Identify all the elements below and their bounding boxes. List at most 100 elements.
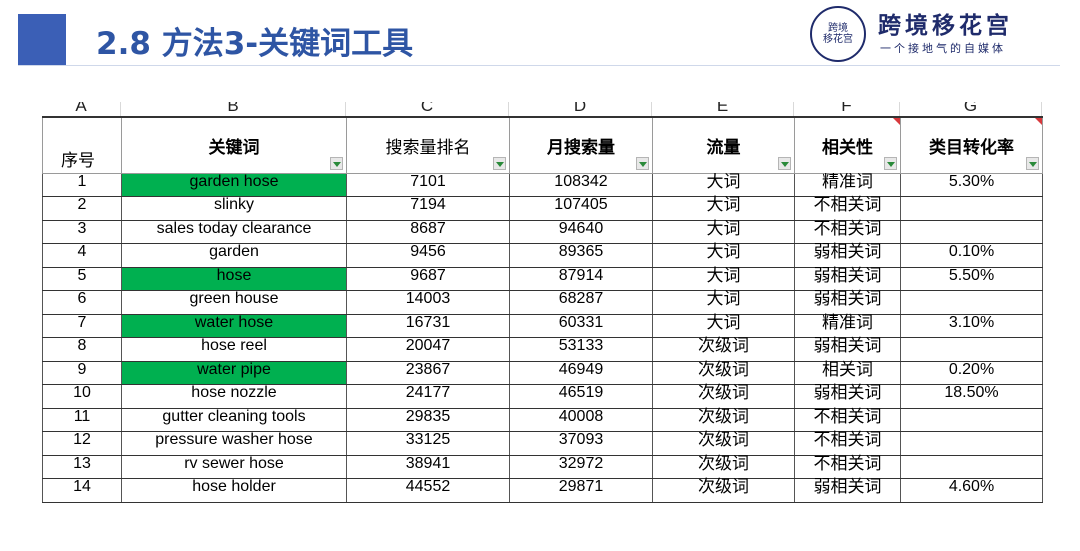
- cell-search-rank[interactable]: 9687: [346, 267, 510, 291]
- cell-conversion[interactable]: [900, 431, 1043, 456]
- column-letter-c[interactable]: C: [346, 102, 509, 116]
- column-letter-d[interactable]: D: [509, 102, 652, 116]
- cell-conversion[interactable]: [900, 455, 1043, 479]
- cell-traffic[interactable]: 次级词: [652, 408, 795, 432]
- cell-conversion[interactable]: 18.50%: [900, 384, 1043, 409]
- cell-search-rank[interactable]: 24177: [346, 384, 510, 409]
- cell-seq[interactable]: 1: [42, 173, 122, 197]
- column-letter-a[interactable]: A: [42, 102, 121, 116]
- cell-traffic[interactable]: 大词: [652, 290, 795, 315]
- filter-dropdown-icon[interactable]: [778, 156, 791, 170]
- filter-dropdown-icon[interactable]: [330, 156, 343, 170]
- cell-relevance[interactable]: 不相关词: [794, 408, 901, 432]
- cell-keyword[interactable]: rv sewer hose: [121, 455, 347, 479]
- cell-traffic[interactable]: 大词: [652, 243, 795, 268]
- cell-traffic[interactable]: 大词: [652, 220, 795, 244]
- cell-monthly-search[interactable]: 40008: [509, 408, 653, 432]
- cell-seq[interactable]: 8: [42, 337, 122, 362]
- cell-keyword[interactable]: hose holder: [121, 478, 347, 503]
- filter-dropdown-icon[interactable]: [1026, 156, 1039, 170]
- cell-seq[interactable]: 4: [42, 243, 122, 268]
- cell-relevance[interactable]: 弱相关词: [794, 478, 901, 503]
- cell-keyword[interactable]: water pipe: [121, 361, 347, 385]
- cell-keyword[interactable]: garden hose: [121, 173, 347, 197]
- cell-conversion[interactable]: 5.50%: [900, 267, 1043, 291]
- cell-relevance[interactable]: 不相关词: [794, 455, 901, 479]
- cell-search-rank[interactable]: 14003: [346, 290, 510, 315]
- cell-seq[interactable]: 7: [42, 314, 122, 338]
- cell-traffic[interactable]: 次级词: [652, 337, 795, 362]
- cell-traffic[interactable]: 大词: [652, 196, 795, 221]
- cell-conversion[interactable]: [900, 220, 1043, 244]
- cell-traffic[interactable]: 大词: [652, 314, 795, 338]
- cell-conversion[interactable]: [900, 408, 1043, 432]
- cell-relevance[interactable]: 精准词: [794, 173, 901, 197]
- cell-seq[interactable]: 9: [42, 361, 122, 385]
- cell-seq[interactable]: 11: [42, 408, 122, 432]
- cell-relevance[interactable]: 弱相关词: [794, 290, 901, 315]
- cell-conversion[interactable]: 4.60%: [900, 478, 1043, 503]
- cell-monthly-search[interactable]: 60331: [509, 314, 653, 338]
- cell-relevance[interactable]: 不相关词: [794, 196, 901, 221]
- cell-search-rank[interactable]: 7194: [346, 196, 510, 221]
- column-letter-b[interactable]: B: [121, 102, 346, 116]
- cell-keyword[interactable]: slinky: [121, 196, 347, 221]
- cell-traffic[interactable]: 次级词: [652, 384, 795, 409]
- cell-monthly-search[interactable]: 37093: [509, 431, 653, 456]
- cell-seq[interactable]: 12: [42, 431, 122, 456]
- cell-keyword[interactable]: hose: [121, 267, 347, 291]
- cell-keyword[interactable]: gutter cleaning tools: [121, 408, 347, 432]
- cell-monthly-search[interactable]: 53133: [509, 337, 653, 362]
- filter-dropdown-icon[interactable]: [884, 156, 897, 170]
- cell-keyword[interactable]: water hose: [121, 314, 347, 338]
- filter-dropdown-icon[interactable]: [636, 156, 649, 170]
- cell-monthly-search[interactable]: 108342: [509, 173, 653, 197]
- cell-search-rank[interactable]: 9456: [346, 243, 510, 268]
- cell-relevance[interactable]: 不相关词: [794, 431, 901, 456]
- cell-monthly-search[interactable]: 68287: [509, 290, 653, 315]
- cell-traffic[interactable]: 次级词: [652, 478, 795, 503]
- cell-traffic[interactable]: 次级词: [652, 431, 795, 456]
- column-letter-f[interactable]: F: [794, 102, 900, 116]
- cell-conversion[interactable]: [900, 196, 1043, 221]
- cell-monthly-search[interactable]: 94640: [509, 220, 653, 244]
- cell-relevance[interactable]: 相关词: [794, 361, 901, 385]
- cell-conversion[interactable]: 3.10%: [900, 314, 1043, 338]
- cell-search-rank[interactable]: 44552: [346, 478, 510, 503]
- cell-monthly-search[interactable]: 87914: [509, 267, 653, 291]
- cell-keyword[interactable]: pressure washer hose: [121, 431, 347, 456]
- cell-relevance[interactable]: 弱相关词: [794, 243, 901, 268]
- cell-relevance[interactable]: 不相关词: [794, 220, 901, 244]
- cell-traffic[interactable]: 大词: [652, 267, 795, 291]
- column-letter-e[interactable]: E: [652, 102, 794, 116]
- cell-search-rank[interactable]: 7101: [346, 173, 510, 197]
- cell-seq[interactable]: 6: [42, 290, 122, 315]
- cell-conversion[interactable]: 0.20%: [900, 361, 1043, 385]
- cell-seq[interactable]: 2: [42, 196, 122, 221]
- cell-search-rank[interactable]: 8687: [346, 220, 510, 244]
- cell-relevance[interactable]: 精准词: [794, 314, 901, 338]
- cell-traffic[interactable]: 次级词: [652, 361, 795, 385]
- cell-monthly-search[interactable]: 29871: [509, 478, 653, 503]
- cell-keyword[interactable]: hose nozzle: [121, 384, 347, 409]
- cell-keyword[interactable]: green house: [121, 290, 347, 315]
- cell-conversion[interactable]: 5.30%: [900, 173, 1043, 197]
- cell-traffic[interactable]: 大词: [652, 173, 795, 197]
- cell-search-rank[interactable]: 20047: [346, 337, 510, 362]
- cell-seq[interactable]: 13: [42, 455, 122, 479]
- cell-keyword[interactable]: hose reel: [121, 337, 347, 362]
- cell-monthly-search[interactable]: 46949: [509, 361, 653, 385]
- cell-monthly-search[interactable]: 107405: [509, 196, 653, 221]
- cell-seq[interactable]: 10: [42, 384, 122, 409]
- cell-search-rank[interactable]: 29835: [346, 408, 510, 432]
- cell-keyword[interactable]: garden: [121, 243, 347, 268]
- cell-conversion[interactable]: [900, 290, 1043, 315]
- cell-monthly-search[interactable]: 32972: [509, 455, 653, 479]
- cell-seq[interactable]: 5: [42, 267, 122, 291]
- cell-monthly-search[interactable]: 89365: [509, 243, 653, 268]
- cell-search-rank[interactable]: 23867: [346, 361, 510, 385]
- cell-search-rank[interactable]: 38941: [346, 455, 510, 479]
- cell-conversion[interactable]: [900, 337, 1043, 362]
- cell-search-rank[interactable]: 33125: [346, 431, 510, 456]
- cell-keyword[interactable]: sales today clearance: [121, 220, 347, 244]
